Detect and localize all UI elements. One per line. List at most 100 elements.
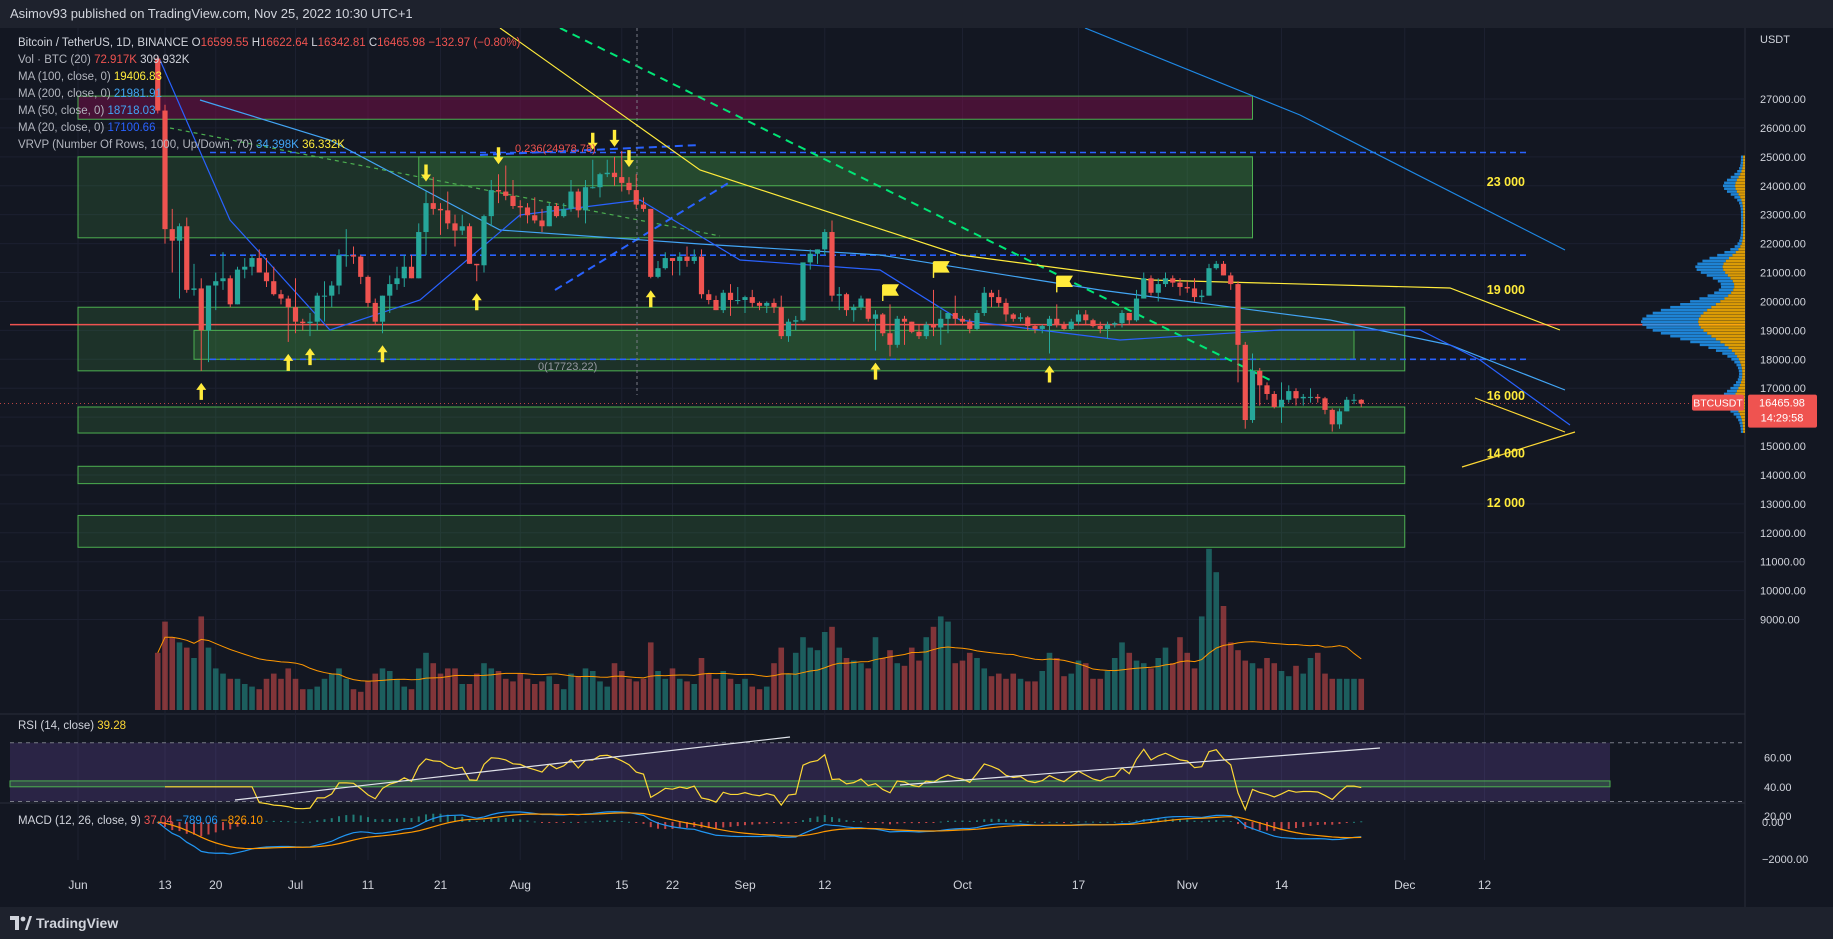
vp-bar-up (1717, 279, 1733, 283)
macd-hist-bar (1150, 818, 1152, 822)
candle (735, 286, 741, 305)
candle-body (1017, 317, 1024, 319)
vp-bar-down (1743, 155, 1745, 159)
candle-body (1083, 314, 1089, 321)
macd-hist-bar (1135, 820, 1138, 822)
volume-bar (1256, 668, 1263, 710)
zone-5 (77, 406, 1406, 434)
candle-body (495, 190, 502, 192)
candle-body (452, 223, 458, 231)
candle (938, 310, 944, 345)
candle-body (205, 285, 212, 331)
vp-bar-down (1743, 222, 1745, 225)
candle (1322, 396, 1328, 415)
macd-hist-bar (251, 822, 253, 823)
volume-bar (408, 689, 415, 710)
volume-bar (582, 668, 589, 710)
volume-bar (778, 647, 785, 710)
macd-hist-bar (280, 820, 282, 822)
vp-bar-down (1715, 337, 1745, 341)
volume-bar (517, 673, 524, 710)
macd-hist-bar (439, 813, 442, 822)
price-tick-label: 18000.00 (1760, 354, 1806, 366)
candle (1242, 341, 1248, 429)
volume-bar (771, 663, 777, 710)
vp-bar-up (1670, 334, 1712, 338)
candle (1119, 310, 1125, 328)
candle (604, 159, 610, 178)
vp-bar-up (1730, 410, 1739, 413)
candle-body (1220, 263, 1227, 276)
zone-6 (77, 465, 1406, 485)
candle (894, 315, 900, 348)
candle (1046, 315, 1053, 354)
candle-body (590, 187, 596, 189)
candle-body (1119, 313, 1125, 324)
volume-bar (1068, 673, 1075, 710)
price-tick-label: 15000.00 (1760, 441, 1806, 453)
ma100-legend[interactable]: MA (100, close, 0) 19406.83 (18, 71, 162, 83)
vp-bar-down (1720, 340, 1745, 344)
vp-bar-up (1740, 222, 1744, 225)
candle (611, 156, 618, 186)
candle-body (887, 333, 893, 345)
volume-bar (1235, 650, 1241, 710)
macd-hist-bar (374, 819, 377, 822)
macd-hist-bar (773, 822, 775, 824)
candle-body (517, 206, 523, 208)
vp-bar-up (1730, 175, 1739, 179)
flag-icon (932, 261, 950, 278)
candle-body (1336, 411, 1343, 425)
symbol-legend: Bitcoin / TetherUS, 1D, BINANCE O16599.5… (18, 35, 520, 52)
candle (561, 203, 567, 218)
candle (213, 272, 219, 311)
rsi-legend[interactable]: RSI (14, close) 39.28 (18, 720, 127, 732)
volume-bar (727, 678, 734, 710)
candle-body (263, 272, 270, 282)
vol-legend[interactable]: Vol · BTC (20) 72.917K 309.932K (18, 54, 190, 66)
candle-body (1010, 314, 1016, 319)
vp-bar-down (1738, 193, 1745, 196)
candle-body (727, 292, 734, 300)
symbol-name[interactable]: Bitcoin / TetherUS, 1D, BINANCE (18, 37, 189, 49)
candle-body (242, 266, 248, 270)
vrvp-legend[interactable]: VRVP (Number Of Rows, 1000, Up/Down, 70)… (18, 139, 345, 151)
vp-bar-up (1739, 421, 1743, 425)
macd-hist-bar (990, 818, 993, 822)
macd-hist-bar (1193, 820, 1196, 822)
vp-bar-down (1736, 178, 1745, 182)
candle (1191, 278, 1198, 302)
vp-bar-down (1738, 386, 1745, 390)
candle-body (1351, 399, 1357, 401)
candle-body (408, 266, 415, 279)
price-tick-label: 23000.00 (1760, 210, 1806, 222)
volume-bar (191, 658, 197, 710)
macd-legend[interactable]: MACD (12, 26, close, 9) 37.04 −789.06 −8… (18, 815, 263, 827)
price-chart[interactable]: 23 000 19 000 16 000 14 000 12 000 0.236(2497… (0, 28, 1833, 907)
brand-name[interactable]: TradingView (36, 915, 119, 931)
volume-bar (713, 678, 719, 710)
macd-hist-bar (1331, 822, 1334, 825)
volume-bar (908, 647, 915, 710)
macd-hist-bar (388, 818, 391, 822)
volume-bar (249, 686, 255, 710)
ma200-legend[interactable]: MA (200, close, 0) 21981.91 (18, 88, 162, 100)
candle-body (365, 276, 371, 303)
vp-bar-down (1743, 216, 1745, 219)
candle-body (1155, 284, 1161, 293)
ma50-legend[interactable]: MA (50, close, 0) 18718.03 (18, 105, 156, 117)
candle (945, 313, 951, 334)
candle-body (807, 253, 813, 263)
time-tick-label: 12 (1478, 878, 1492, 892)
ma20-legend[interactable]: MA (20, close, 0) 17100.66 (18, 122, 156, 134)
macd-hist-bar (794, 822, 797, 823)
candle-body (901, 318, 908, 322)
candle (517, 200, 523, 218)
candle (1177, 278, 1183, 296)
vp-bar-up (1734, 245, 1741, 248)
vp-bar-down (1720, 300, 1745, 303)
ma200-line (1084, 28, 1566, 251)
candle (1054, 304, 1060, 328)
macd-hist-bar (1273, 822, 1276, 831)
macd-hist-bar (381, 819, 384, 822)
